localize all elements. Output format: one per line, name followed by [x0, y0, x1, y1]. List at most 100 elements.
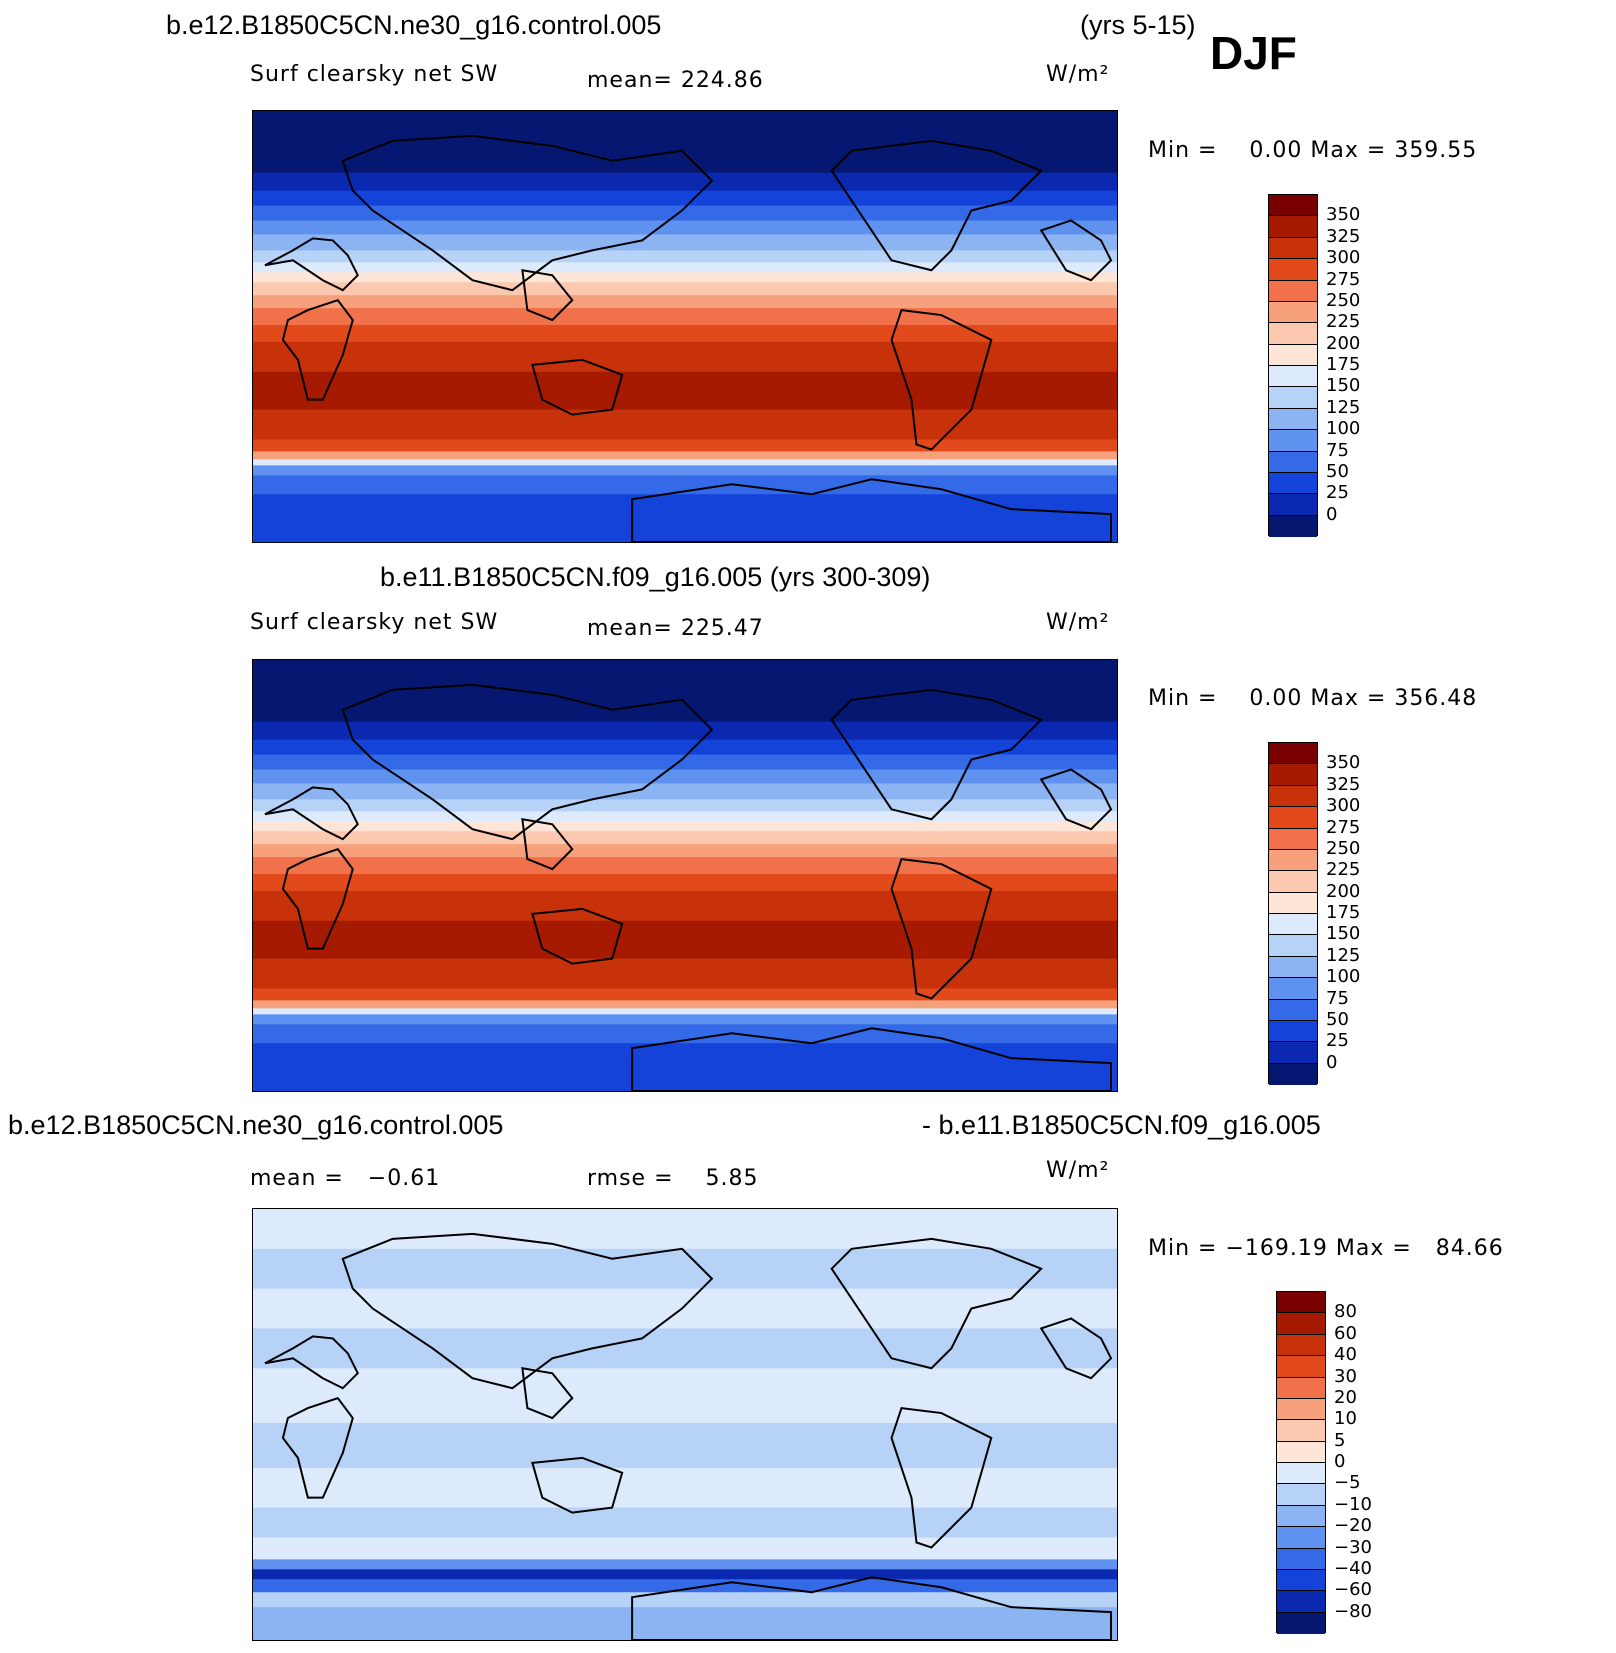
field-band [253, 699, 1117, 723]
colorbar-swatch [1269, 1063, 1317, 1085]
colorbar-swatch [1269, 956, 1317, 979]
coastline [341, 1232, 714, 1390]
panel1-field-bands [253, 111, 1117, 542]
colorbar-tick-label: 60 [1334, 1322, 1357, 1344]
field-band [253, 754, 1117, 771]
colorbar-swatch [1277, 1292, 1325, 1314]
panel1-map [252, 110, 1118, 543]
colorbar-swatch [1277, 1548, 1325, 1570]
panel3-title-left: b.e12.B1850C5CN.ne30_g16.control.005 [8, 1110, 504, 1140]
colorbar-tick-label: 80 [1334, 1301, 1357, 1323]
colorbar-tick-label: −20 [1334, 1515, 1372, 1537]
colorbar-swatch [1269, 999, 1317, 1021]
coastline [631, 1576, 1113, 1640]
coastline [521, 269, 574, 322]
colorbar-swatch [1269, 849, 1317, 872]
field-band [253, 262, 1117, 274]
panel3-mean: mean = −0.61 [250, 1166, 441, 1191]
colorbar-tick-label: 175 [1326, 354, 1361, 375]
field-band [253, 282, 1117, 297]
colorbar-tick-label: 300 [1326, 795, 1361, 817]
field-band [253, 958, 1117, 990]
colorbar-tick-label: 275 [1326, 268, 1361, 290]
field-band [253, 371, 1117, 411]
colorbar-tick-label: 40 [1334, 1344, 1357, 1366]
colorbar-swatch [1269, 892, 1317, 914]
panel3-units: W/m² [1046, 1158, 1110, 1183]
colorbar-tick-label: −80 [1334, 1600, 1372, 1622]
colorbar-tick-label: 25 [1326, 1030, 1349, 1052]
coastline [521, 818, 574, 871]
colorbar-swatch [1269, 807, 1317, 829]
field-band [253, 341, 1117, 373]
colorbar-swatch [1269, 1020, 1317, 1043]
panel2-variable: Surf clearsky net SW [250, 610, 499, 635]
field-band [253, 739, 1117, 756]
colorbar-tick-label: 175 [1326, 902, 1361, 923]
colorbar-tick-label: 200 [1326, 880, 1361, 902]
field-band [253, 1507, 1117, 1539]
field-band [253, 857, 1117, 876]
colorbar-swatch [1269, 1042, 1317, 1064]
coastline [341, 683, 714, 841]
field-band [253, 799, 1117, 813]
panel1-mean: mean= 224.86 [587, 68, 764, 93]
panel1-units: W/m² [1046, 62, 1110, 87]
field-band [253, 874, 1117, 892]
field-band [253, 1368, 1117, 1425]
colorbar-tick-label: 250 [1326, 289, 1361, 311]
colorbar-swatch [1269, 828, 1317, 850]
panel1-minmax: Min = 0.00 Max = 359.55 [1148, 138, 1478, 163]
colorbar-swatch [1269, 430, 1317, 452]
coastline [631, 1027, 1113, 1091]
colorbar-swatch [1269, 871, 1317, 893]
field-band [253, 721, 1117, 741]
colorbar-swatch [1269, 237, 1317, 260]
coastline [264, 237, 359, 292]
field-band [253, 220, 1117, 236]
field-band [253, 308, 1117, 327]
colorbar-swatch [1269, 764, 1317, 786]
colorbar-swatch [1269, 259, 1317, 281]
colorbar-swatch [1277, 1398, 1325, 1421]
coastline [890, 1406, 993, 1549]
field-band [253, 250, 1117, 264]
colorbar-tick-label: 50 [1326, 1008, 1349, 1030]
field-band [253, 325, 1117, 343]
colorbar-swatch [1277, 1334, 1325, 1357]
colorbar-swatch [1269, 978, 1317, 1000]
colorbar-swatch [1277, 1484, 1325, 1506]
colorbar-swatch [1277, 1505, 1325, 1528]
colorbar-swatch [1269, 935, 1317, 957]
field-band [253, 475, 1117, 496]
colorbar-tick-label: 300 [1326, 247, 1361, 269]
coastline [341, 134, 714, 292]
field-band [253, 272, 1117, 284]
colorbar-swatch [1269, 743, 1317, 765]
case1-title: b.e12.B1850C5CN.ne30_g16.control.005 [166, 10, 662, 40]
field-band [253, 660, 1117, 701]
coastline [531, 1456, 624, 1514]
coastline [281, 847, 354, 950]
panel1-coastlines [264, 134, 1113, 542]
colorbar-tick-label: −60 [1334, 1579, 1372, 1601]
field-band [253, 1569, 1117, 1581]
panel3-map-svg [253, 1209, 1117, 1640]
colorbar-swatch [1269, 366, 1317, 388]
coastline [281, 1396, 354, 1499]
panel3-field-bands [253, 1209, 1117, 1640]
coastline [890, 857, 993, 1000]
field-band [253, 1043, 1117, 1091]
colorbar-swatch [1269, 515, 1317, 537]
field-band [253, 821, 1117, 833]
colorbar-swatch [1269, 785, 1317, 808]
colorbar-tick-label: 225 [1326, 859, 1361, 881]
panel2-map-svg [253, 660, 1117, 1091]
field-band [253, 172, 1117, 192]
colorbar-swatch [1269, 451, 1317, 473]
field-band [253, 1592, 1117, 1609]
field-band [253, 494, 1117, 542]
field-band [253, 465, 1117, 477]
field-band [253, 769, 1117, 785]
colorbar-tick-label: 200 [1326, 332, 1361, 354]
